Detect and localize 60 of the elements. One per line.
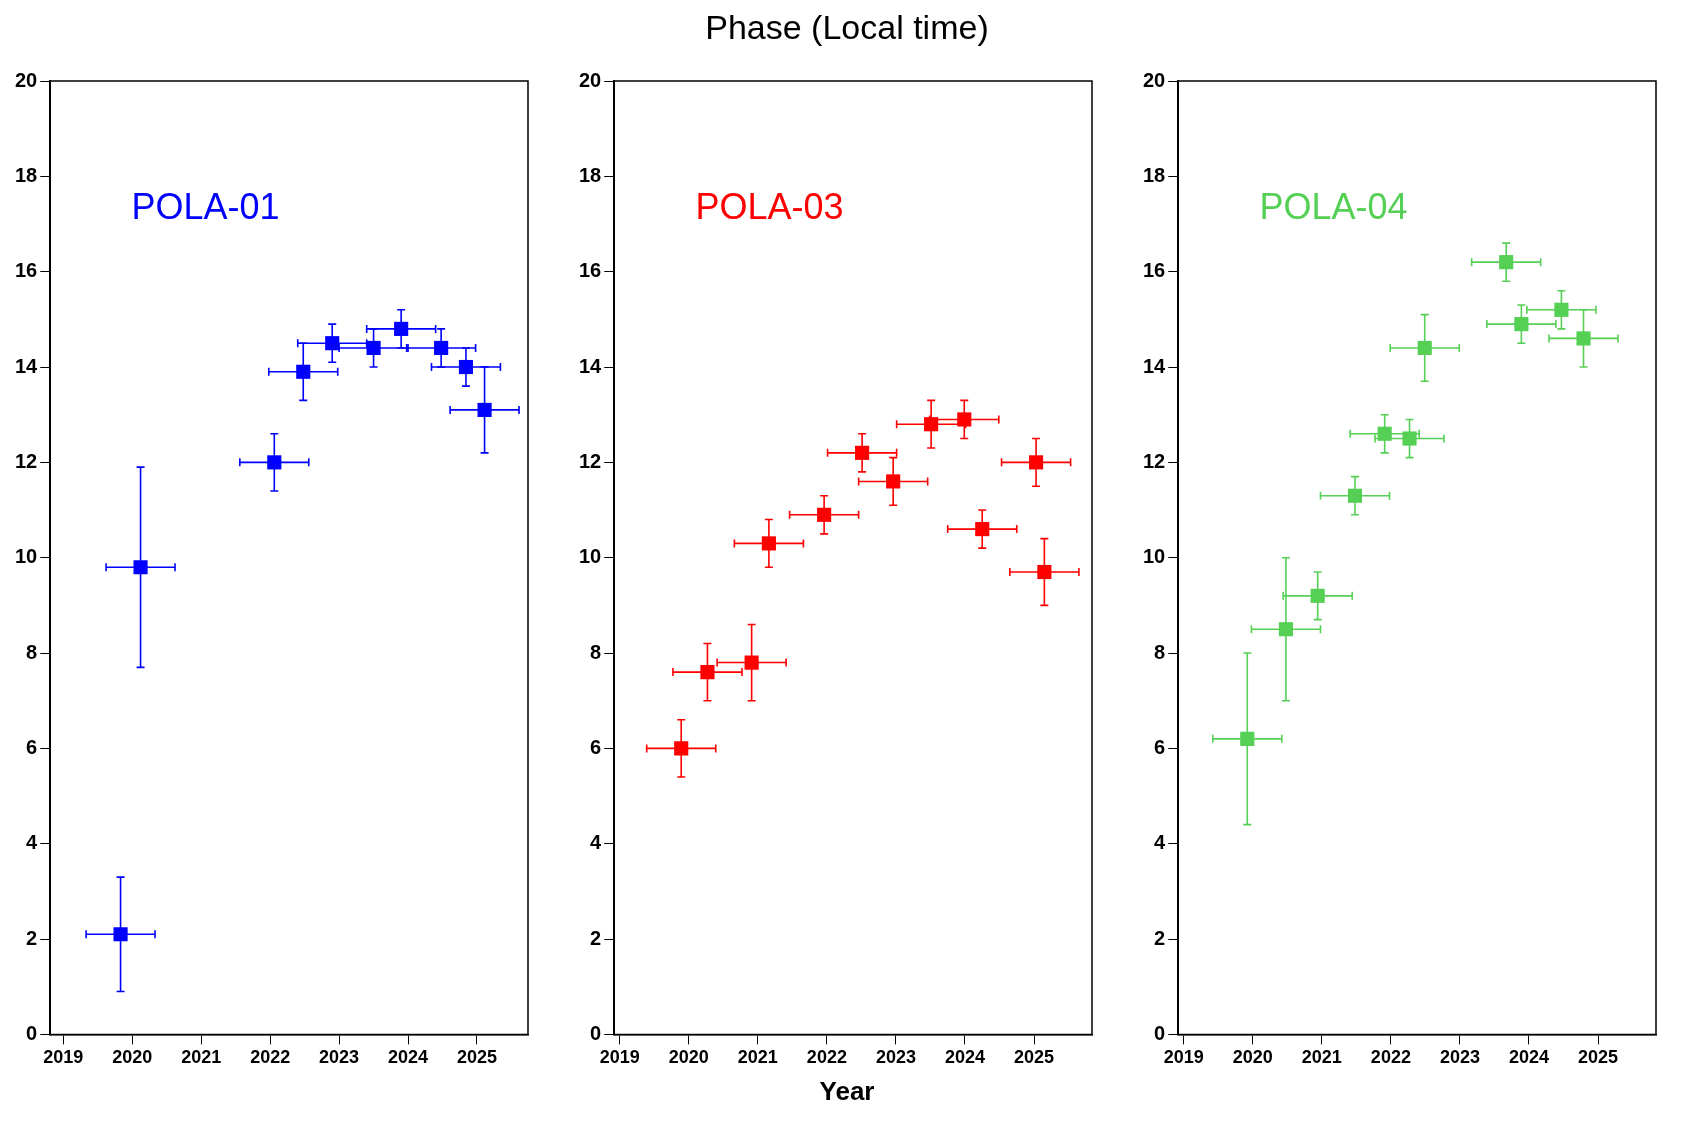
x-tick-label: 2022 <box>1370 1047 1411 1068</box>
x-tick-label: 2024 <box>1508 1047 1549 1068</box>
y-tick-label: 16 <box>15 259 38 282</box>
x-tick-label: 2021 <box>737 1047 778 1068</box>
x-tick-label: 2024 <box>944 1047 985 1068</box>
x-tick-label: 2019 <box>1163 1047 1204 1068</box>
y-tick-label: 4 <box>1154 831 1167 854</box>
x-tick-label: 2022 <box>250 1047 291 1068</box>
y-tick-label: 20 <box>1143 68 1166 91</box>
x-tick-label: 2019 <box>43 1047 84 1068</box>
text: POLA-01 <box>131 185 280 227</box>
y-tick-label: 10 <box>579 545 602 568</box>
y-tick-label: 14 <box>579 354 603 377</box>
x-tick-label: 2022 <box>806 1047 847 1068</box>
x-tick-label: 2025 <box>1577 1047 1619 1068</box>
y-tick-label: 12 <box>15 449 38 472</box>
y-tick-label: 16 <box>1143 259 1166 282</box>
y-tick-label: 20 <box>15 68 38 91</box>
y-tick-label: 12 <box>579 449 602 472</box>
y-tick-label: 4 <box>26 831 39 854</box>
y-tick-label: 2 <box>26 926 38 949</box>
y-tick-label: 4 <box>590 831 603 854</box>
y-tick-label: 12 <box>1143 449 1166 472</box>
y-tick-label: 16 <box>579 259 602 282</box>
y-tick-label: 8 <box>1154 640 1166 663</box>
y-tick-label: 10 <box>15 545 38 568</box>
x-tick-label: 2023 <box>319 1047 360 1068</box>
x-tick-label: 2025 <box>1013 1047 1055 1068</box>
x-tick-label: 2024 <box>388 1047 429 1068</box>
y-tick-label: 6 <box>590 735 602 758</box>
y-tick-label: 14 <box>15 354 39 377</box>
text: POLA-03 <box>695 185 844 227</box>
point <box>1576 331 1591 346</box>
y-tick-label: 0 <box>590 1021 602 1044</box>
y-tick-label: 6 <box>1154 735 1166 758</box>
y-tick-label: 8 <box>26 640 38 663</box>
y-tick-label: 2 <box>1154 926 1166 949</box>
y-tick-label: 18 <box>579 163 602 186</box>
x-tick-label: 2019 <box>599 1047 640 1068</box>
x-tick-label: 2020 <box>1232 1047 1273 1068</box>
y-tick-label: 2 <box>590 926 602 949</box>
y-tick-label: 0 <box>26 1021 38 1044</box>
y-tick-label: 20 <box>579 68 602 91</box>
y-tick-label: 6 <box>26 735 38 758</box>
x-tick-label: 2021 <box>181 1047 222 1068</box>
y-tick-label: 14 <box>1143 354 1167 377</box>
x-tick-label: 2023 <box>1439 1047 1480 1068</box>
y-tick-label: 0 <box>1154 1021 1166 1044</box>
x-tick-label: 2020 <box>112 1047 153 1068</box>
x-tick-label: 2023 <box>875 1047 916 1068</box>
x-tick-label: 2025 <box>456 1047 498 1068</box>
y-tick-label: 8 <box>590 640 602 663</box>
y-tick-label: 18 <box>1143 163 1166 186</box>
chart-title: Phase (Local time) <box>705 8 989 48</box>
text: POLA-04 <box>1259 185 1408 227</box>
x-tick-label: 2020 <box>668 1047 709 1068</box>
y-tick-label: 18 <box>15 163 38 186</box>
x-axis-title: Year <box>819 1076 875 1108</box>
x-tick-label: 2021 <box>1301 1047 1342 1068</box>
y-tick-label: 10 <box>1143 545 1166 568</box>
